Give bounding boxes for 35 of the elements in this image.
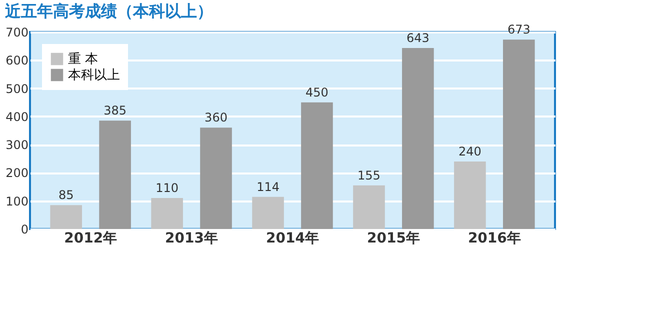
y-tick-label: 700 xyxy=(6,26,28,40)
chart-title: 近五年高考成绩（本科以上） xyxy=(4,2,214,21)
bar xyxy=(151,198,183,229)
x-tick-label: 2016年 xyxy=(468,230,521,246)
bar xyxy=(402,48,434,229)
bar xyxy=(50,205,82,229)
y-tick-label: 400 xyxy=(6,110,28,124)
y-tick-label: 600 xyxy=(6,54,28,68)
data-label: 450 xyxy=(306,85,328,100)
y-tick-label: 0 xyxy=(20,222,28,236)
y-tick-label: 100 xyxy=(6,194,28,208)
data-label: 110 xyxy=(156,181,179,196)
bar xyxy=(99,120,131,229)
bar xyxy=(353,185,385,229)
x-tick-label: 2012年 xyxy=(64,230,118,246)
data-label: 385 xyxy=(104,104,127,118)
bar xyxy=(252,196,284,229)
legend-label: 重 本 xyxy=(68,52,98,67)
data-label: 643 xyxy=(406,31,430,46)
legend-label: 本科以上 xyxy=(68,68,120,83)
data-label: 360 xyxy=(204,110,228,125)
x-tick-label: 2014年 xyxy=(266,230,319,246)
data-label: 155 xyxy=(358,168,380,182)
y-tick-label: 300 xyxy=(6,138,28,152)
x-tick-label: 2015年 xyxy=(366,230,420,246)
bar xyxy=(454,161,486,229)
x-tick-label: 2013年 xyxy=(165,230,218,246)
data-label: 85 xyxy=(58,188,74,202)
data-label: 114 xyxy=(256,180,280,194)
bar xyxy=(502,40,535,229)
bar xyxy=(200,128,232,229)
data-label: 240 xyxy=(458,144,482,158)
y-tick-label: 200 xyxy=(6,166,28,180)
bar xyxy=(301,102,333,229)
y-tick-label: 500 xyxy=(6,82,28,96)
